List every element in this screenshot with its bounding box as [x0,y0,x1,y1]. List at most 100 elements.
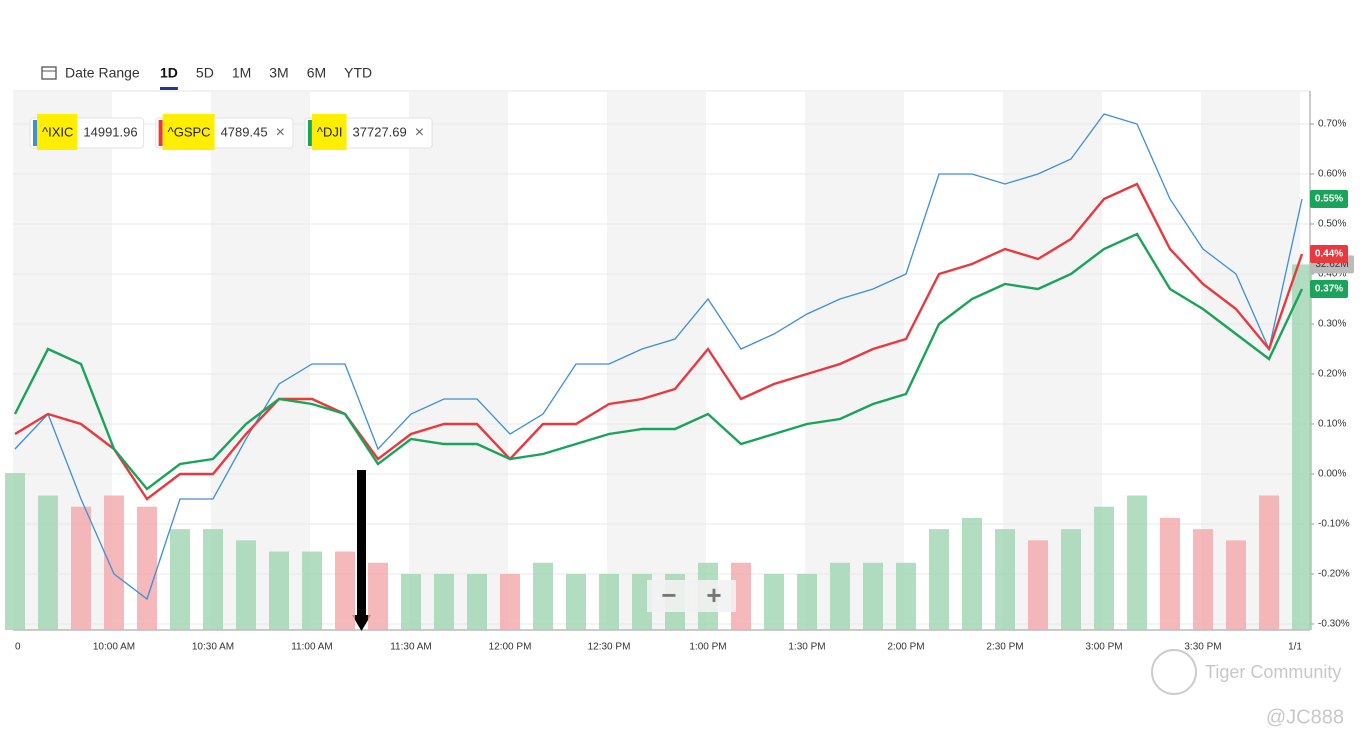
end-label: 0.37% [1315,284,1343,295]
volume-bar [71,506,91,630]
volume-bar [599,573,619,630]
arrow [352,470,371,631]
volume-bar [170,529,190,630]
chip-symbol: ^GSPC [168,124,211,139]
highlight [162,114,215,150]
calendar-icon [41,66,57,80]
y-tick-label: 0.50% [1318,219,1346,230]
volume-bar [137,506,157,630]
range-underline [160,87,178,90]
y-tick-label: -0.20% [1318,569,1350,580]
range-button[interactable]: YTD [344,65,372,81]
y-tick-label: 0.20% [1318,369,1346,380]
x-tick-label: 2:30 PM [986,642,1023,653]
range-button[interactable]: 5D [196,65,214,81]
time-band [211,92,310,630]
highlight [37,114,78,150]
volume-bar [1160,517,1180,630]
end-label: 0.44% [1315,249,1343,260]
y-tick-label: 0.00% [1318,469,1346,480]
chip-color [33,120,37,146]
range-button[interactable]: 1M [232,65,251,81]
time-band [1003,92,1102,630]
zoom-button[interactable]: − [661,580,676,610]
chip-price: 37727.69 [353,124,407,139]
volume-bar [500,573,520,630]
date-range[interactable]: Date Range [65,65,140,81]
volume-bar [434,573,454,630]
chip-symbol: ^IXIC [42,124,73,139]
volume-bar [1292,264,1312,630]
legend-chip[interactable]: ^DJI 37727.69 × [304,114,433,150]
volume-bar [566,573,586,630]
zoom-button[interactable]: + [706,580,721,610]
volume-bar [1127,495,1147,630]
x-tick-label: 11:00 AM [291,642,333,653]
chip-price: 4789.45 [221,124,268,139]
zoom-bg [692,580,736,612]
legend-chip[interactable]: ^GSPC 4789.45 × [155,114,294,150]
x-tick-label: 12:00 PM [489,642,532,653]
volume-bar [863,562,883,630]
x-tick-label: 3:00 PM [1085,642,1122,653]
volume-bar [335,551,355,630]
chip-symbol: ^DJI [317,124,343,139]
time-band [805,92,904,630]
end-tag [1310,280,1348,298]
volume-bar [1259,495,1279,630]
y-tick-label: 0.30% [1318,319,1346,330]
chip-price: 14991.96 [83,124,137,139]
legend-chip[interactable]: ^IXIC 14991.96 [29,114,145,150]
logo [1151,649,1197,695]
time-band [607,92,706,630]
x-tick-label: 10:30 AM [192,642,234,653]
volume-label: 32.62M [1315,259,1348,270]
x-tick-label: 1/1 [1288,642,1302,653]
time-band [1201,92,1300,630]
watermark-user: @JC888 [1266,706,1344,728]
y-tick-label: 0.10% [1318,419,1346,430]
highlight [311,114,347,150]
range-button[interactable]: 6M [307,65,326,81]
volume-bar [764,573,784,630]
time-band [409,92,508,630]
range-button[interactable]: 3M [269,65,288,81]
y-tick-label: 0.70% [1318,119,1346,130]
volume-bar [269,551,289,630]
volume-bar [995,529,1015,630]
arrow-head [352,615,371,631]
volume-bar [533,562,553,630]
x-tick-label: 11:30 AM [390,642,432,653]
toolbar: Date Range [41,65,140,81]
volume-bar [1193,529,1213,630]
chip-close[interactable]: × [415,124,424,141]
volume-bar [104,495,124,630]
volume-bar [731,562,751,630]
x-tick-label: 2:00 PM [887,642,924,653]
series-line [14,113,1303,601]
chip-color [307,120,312,146]
watermark-brand: Tiger Community [1205,662,1341,682]
end-tag [1310,190,1348,208]
volume-bar [1094,506,1114,630]
range-button[interactable]: 1D [160,65,178,81]
time-band [13,92,112,630]
volume-bar [929,529,949,630]
end-label: 0.55% [1315,194,1343,205]
volume-bar [368,562,388,630]
volume-bar [962,517,982,630]
zoom-bg [647,580,691,612]
y-tick-label: -0.30% [1318,619,1350,630]
x-tick-label: 1:00 PM [689,642,726,653]
chip-close[interactable]: × [276,124,285,141]
volume-bar [5,473,25,630]
chip-color [158,120,163,146]
x-tick-label: 3:30 PM [1184,642,1221,653]
end-tag [1310,245,1348,263]
arrow-shaft [357,470,366,618]
x-tick-label: 1:30 PM [788,642,825,653]
volume-bar [203,529,223,630]
volume-bar [401,573,421,630]
series-line [13,232,1304,491]
